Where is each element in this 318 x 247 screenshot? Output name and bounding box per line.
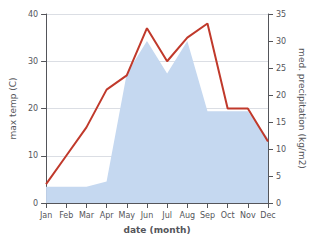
svg-text:Mar: Mar (79, 211, 95, 220)
svg-text:40: 40 (28, 10, 38, 19)
svg-text:med. precipitation (kg/m2): med. precipitation (kg/m2) (297, 48, 307, 169)
svg-text:35: 35 (276, 10, 286, 19)
svg-text:10: 10 (276, 145, 286, 154)
svg-text:Dec: Dec (260, 211, 275, 220)
svg-text:5: 5 (276, 172, 281, 181)
svg-text:0: 0 (276, 199, 281, 208)
svg-text:10: 10 (28, 151, 38, 160)
svg-text:Apr: Apr (100, 211, 115, 220)
svg-text:15: 15 (276, 118, 286, 127)
svg-text:date (month): date (month) (124, 225, 191, 235)
svg-text:Sep: Sep (200, 211, 215, 220)
svg-text:20: 20 (276, 91, 286, 100)
svg-text:Jan: Jan (39, 211, 52, 220)
svg-text:max temp (C): max temp (C) (8, 77, 18, 139)
svg-text:May: May (119, 211, 136, 220)
svg-text:Aug: Aug (179, 211, 195, 220)
svg-text:Oct: Oct (221, 211, 235, 220)
svg-text:0: 0 (33, 199, 38, 208)
svg-text:30: 30 (276, 37, 286, 46)
svg-text:30: 30 (28, 57, 38, 66)
svg-text:20: 20 (28, 104, 38, 113)
svg-text:Jun: Jun (140, 211, 154, 220)
svg-text:Jul: Jul (161, 211, 172, 220)
svg-text:Nov: Nov (240, 211, 256, 220)
svg-text:25: 25 (276, 64, 286, 73)
svg-text:Feb: Feb (59, 211, 73, 220)
